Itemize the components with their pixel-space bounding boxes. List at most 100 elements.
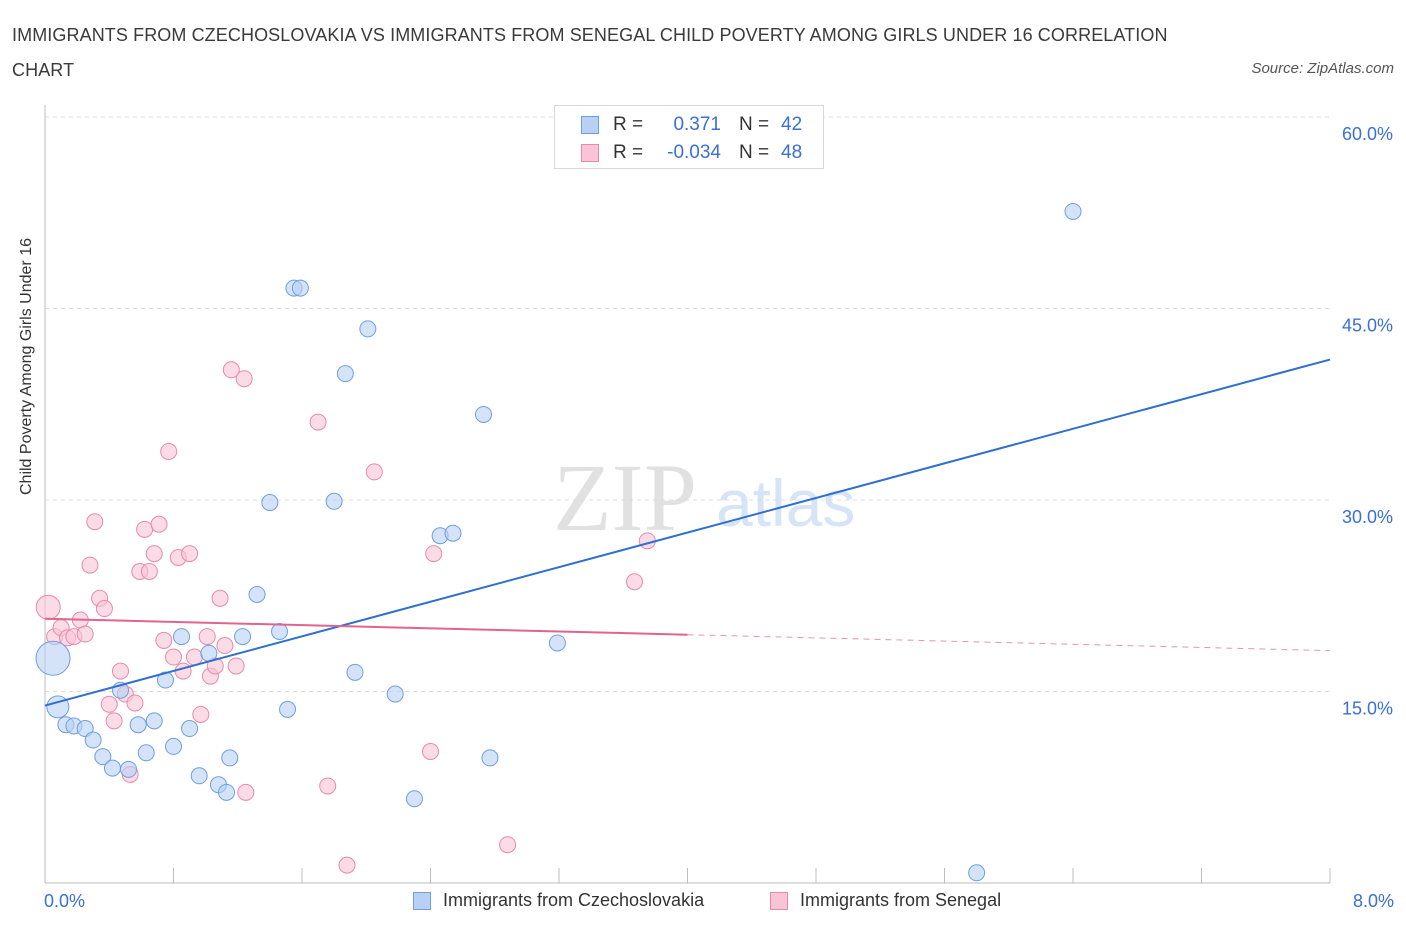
czechoslovakia-point <box>248 585 266 603</box>
grid-lines <box>45 116 1330 692</box>
czechoslovakia-point <box>291 279 309 297</box>
czechoslovakia-point <box>137 744 155 762</box>
senegal-point <box>174 662 192 680</box>
czechoslovakia-point <box>76 720 94 738</box>
senegal-point <box>181 545 199 563</box>
correlation-legend: R = 0.371 N = 42 R = -0.034 N = 48 <box>554 105 824 169</box>
legend-r-label: R = <box>613 142 644 163</box>
senegal-point <box>216 637 234 655</box>
legend-r-value: 0.371 <box>673 114 721 135</box>
legend-r-label: R = <box>613 114 644 135</box>
senegal-point <box>319 777 337 795</box>
series-swatch-blue <box>413 891 431 910</box>
senegal-points <box>35 361 656 874</box>
senegal-point <box>425 545 443 563</box>
y-tick-label: 30.0% <box>1342 507 1393 527</box>
senegal-point <box>222 361 240 379</box>
legend-n-value: 42 <box>781 114 803 135</box>
czechoslovakia-point <box>325 492 343 510</box>
senegal-point <box>198 628 216 646</box>
source-label: Source: ZipAtlas.com <box>1251 60 1394 77</box>
czechoslovakia-trend-line <box>44 358 1331 707</box>
czechoslovakia-point <box>271 622 289 640</box>
czechoslovakia-point <box>103 759 121 777</box>
axes <box>44 105 1331 884</box>
chart-title: IMMIGRANTS FROM CZECHOSLOVAKIA VS IMMIGR… <box>12 25 1168 80</box>
legend-n-value: 48 <box>781 142 803 163</box>
y-tick-labels: 15.0% 30.0% 45.0% 60.0% <box>1342 124 1393 719</box>
senegal-point <box>211 589 229 607</box>
czechoslovakia-point <box>173 628 191 646</box>
series-legend-senegal: Immigrants from Senegal <box>770 890 1001 911</box>
czechoslovakia-point <box>336 365 354 383</box>
czechoslovakia-point <box>190 767 208 785</box>
czechoslovakia-point <box>261 494 279 512</box>
senegal-point <box>140 562 158 580</box>
senegal-point <box>136 520 154 538</box>
series-label: Immigrants from Senegal <box>800 890 1002 910</box>
senegal-point <box>499 836 517 854</box>
senegal-point <box>111 662 129 680</box>
czechoslovakia-point <box>145 712 163 730</box>
senegal-point <box>235 370 253 388</box>
senegal-point <box>86 513 104 531</box>
czechoslovakia-point <box>359 320 377 338</box>
series-label: Immigrants from Czechoslovakia <box>443 890 705 910</box>
watermark: ZIP atlas <box>553 444 855 551</box>
y-axis-label: Child Poverty Among Girls Under 16 <box>18 238 35 495</box>
legend-row-czechoslovakia: R = 0.371 N = 42 <box>581 113 820 137</box>
legend-n-label: N = <box>739 114 770 135</box>
series-legend-czechoslovakia: Immigrants from Czechoslovakia <box>413 890 704 911</box>
senegal-point <box>165 648 182 666</box>
senegal-point <box>309 413 327 431</box>
y-tick-label: 45.0% <box>1342 316 1393 336</box>
x-tick-min: 0.0% <box>44 891 86 911</box>
czechoslovakia-point <box>279 700 297 718</box>
y-tick-label: 15.0% <box>1342 699 1393 719</box>
watermark-zip: ZIP <box>553 444 697 551</box>
y-tick-label: 60.0% <box>1342 124 1393 144</box>
czechoslovakia-point <box>129 716 147 734</box>
czechoslovakia-point <box>968 864 986 882</box>
senegal-point <box>227 657 245 675</box>
senegal-point <box>155 631 173 649</box>
czechoslovakia-point <box>218 783 236 801</box>
senegal-point <box>105 712 123 730</box>
czechoslovakia-point <box>120 760 138 778</box>
series-swatch-pink <box>770 891 788 910</box>
senegal-point <box>126 694 144 712</box>
czechoslovakia-point <box>548 634 566 652</box>
senegal-point <box>76 625 94 643</box>
czechoslovakia-point <box>1064 202 1082 220</box>
senegal-point <box>100 695 118 713</box>
trend-lines <box>44 358 1331 707</box>
czechoslovakia-point <box>481 749 499 767</box>
senegal-trend-extension <box>687 634 1331 652</box>
senegal-trend-line <box>44 617 688 636</box>
senegal-point <box>625 573 643 591</box>
senegal-point <box>338 856 356 874</box>
legend-r-value: -0.034 <box>667 142 721 163</box>
watermark-atlas: atlas <box>716 466 855 540</box>
czechoslovakia-point <box>475 405 493 423</box>
senegal-point <box>192 705 210 723</box>
czechoslovakia-point <box>200 644 218 662</box>
czechoslovakia-point <box>84 731 102 749</box>
czechoslovakia-point <box>346 663 364 681</box>
senegal-point <box>81 556 99 574</box>
legend-n-label: N = <box>739 142 770 163</box>
senegal-point <box>145 545 163 563</box>
senegal-point <box>422 743 439 761</box>
senegal-point <box>150 515 168 533</box>
czechoslovakia-point <box>94 748 112 766</box>
senegal-point <box>160 442 178 460</box>
legend-swatch-pink <box>581 144 599 162</box>
senegal-point <box>365 463 383 481</box>
czechoslovakia-point <box>444 524 462 542</box>
czechoslovakia-point <box>405 790 423 808</box>
czechoslovakia-point <box>156 671 174 689</box>
czechoslovakia-point <box>35 640 71 676</box>
senegal-point <box>237 783 255 801</box>
czechoslovakia-points <box>35 202 1082 882</box>
